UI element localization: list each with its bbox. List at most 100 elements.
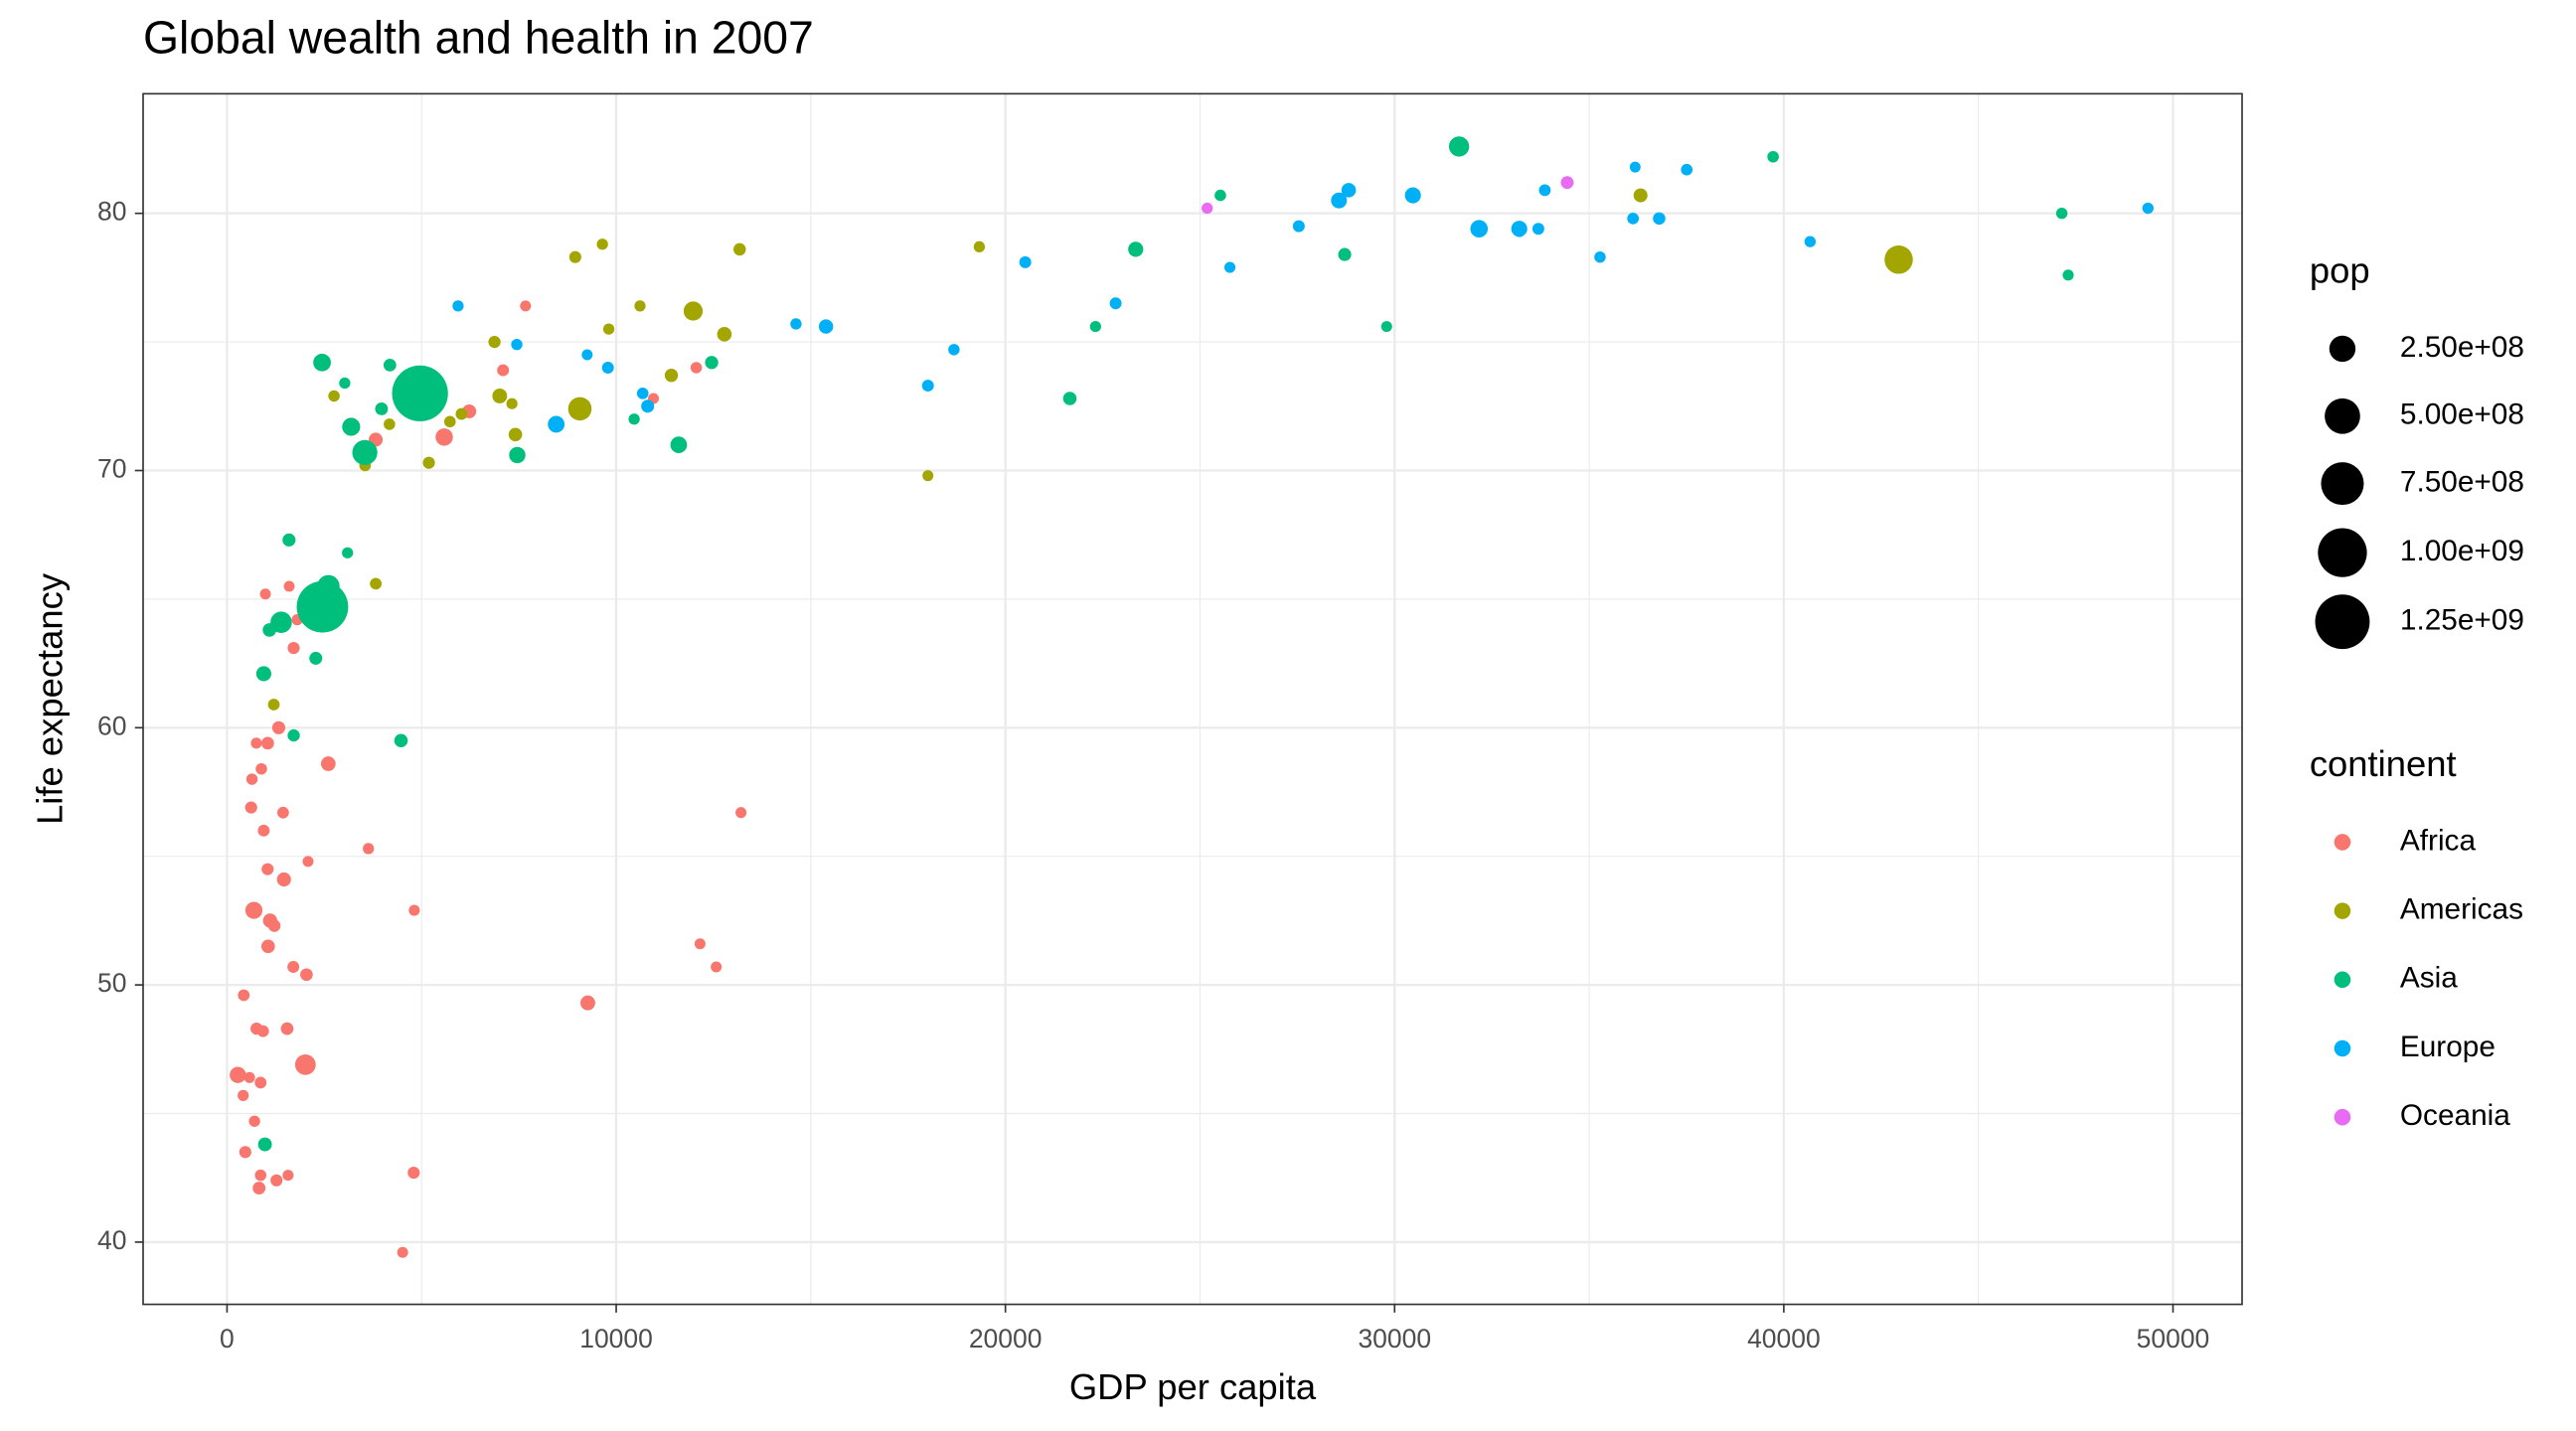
point (342, 547, 354, 558)
point (257, 1137, 272, 1152)
point (1202, 202, 1213, 215)
point (262, 623, 276, 637)
point (1448, 136, 1470, 157)
point (397, 1246, 408, 1258)
color-legend-key (2334, 1039, 2351, 1057)
point (508, 427, 523, 442)
point (262, 913, 277, 928)
size-legend-title: pop (2310, 249, 2370, 290)
point (1633, 188, 1648, 203)
point (339, 377, 351, 390)
point (641, 399, 655, 413)
point (283, 580, 295, 592)
point (287, 642, 300, 655)
point (1062, 392, 1077, 405)
point (245, 773, 258, 785)
point (370, 577, 383, 590)
point (922, 470, 934, 482)
point (254, 1076, 267, 1089)
size-legend-label: 1.25e+09 (2400, 604, 2524, 637)
point (1629, 161, 1641, 173)
point (320, 756, 336, 771)
x-tick-label: 0 (220, 1324, 235, 1353)
point (452, 300, 464, 312)
point (260, 736, 274, 750)
point (1331, 192, 1348, 209)
point (244, 801, 257, 814)
color-legend-key (2334, 971, 2351, 989)
point (392, 365, 448, 421)
point (711, 961, 723, 973)
point (294, 1053, 316, 1075)
size-legend-label: 7.50e+08 (2400, 465, 2524, 498)
point (1767, 150, 1779, 163)
size-legend-label: 5.00e+08 (2400, 398, 2524, 431)
point (313, 353, 331, 372)
point (300, 968, 313, 982)
point (511, 338, 523, 351)
point (1538, 184, 1551, 197)
color-legend-label: Europe (2400, 1031, 2496, 1063)
point (244, 901, 263, 919)
point (276, 806, 289, 819)
point (568, 250, 581, 263)
color-legend-title: continent (2310, 743, 2457, 784)
point (238, 1089, 249, 1102)
point (309, 651, 323, 665)
point (1531, 223, 1544, 236)
panel-border (142, 92, 2243, 1306)
point (1404, 187, 1421, 204)
point (256, 1025, 269, 1037)
point (1214, 189, 1226, 202)
point (252, 1182, 266, 1194)
y-tick-label: 40 (97, 1225, 126, 1255)
size-legend-key (2321, 462, 2364, 506)
point (248, 1115, 260, 1127)
size-legend-key (2329, 335, 2356, 363)
point (243, 1071, 255, 1083)
point (948, 344, 960, 356)
size-legend-label: 1.00e+09 (2400, 535, 2524, 567)
point (1292, 220, 1305, 233)
point (818, 319, 834, 334)
x-tick-label: 40000 (1747, 1324, 1821, 1353)
point (548, 415, 565, 433)
y-tick-label: 80 (97, 197, 126, 227)
point (282, 533, 296, 547)
point (280, 1022, 294, 1035)
point (1560, 176, 1574, 190)
point (581, 349, 593, 361)
size-legend-key (2325, 398, 2360, 434)
point (1341, 183, 1357, 198)
point (1470, 220, 1489, 238)
point (1019, 255, 1032, 268)
point (488, 335, 501, 349)
point (2142, 202, 2154, 215)
color-legend-key (2334, 902, 2351, 919)
point (342, 417, 361, 436)
point (664, 369, 679, 383)
point (435, 428, 453, 446)
color-legend-label: Asia (2400, 962, 2458, 995)
point (1594, 250, 1606, 263)
point (455, 407, 468, 420)
x-tick-label: 20000 (969, 1324, 1043, 1353)
point (352, 439, 378, 465)
point (363, 843, 375, 855)
point (634, 300, 646, 312)
point (287, 961, 300, 973)
point (270, 1174, 283, 1187)
point (636, 388, 649, 399)
point (259, 588, 271, 600)
point (230, 1066, 246, 1083)
point (1511, 221, 1528, 238)
point (257, 824, 270, 837)
point (261, 863, 274, 875)
point (271, 720, 285, 734)
point (1681, 163, 1693, 176)
chart-title: Global wealth and health in 2007 (143, 12, 814, 64)
point (443, 415, 456, 428)
point (596, 238, 608, 250)
point (1380, 321, 1392, 333)
